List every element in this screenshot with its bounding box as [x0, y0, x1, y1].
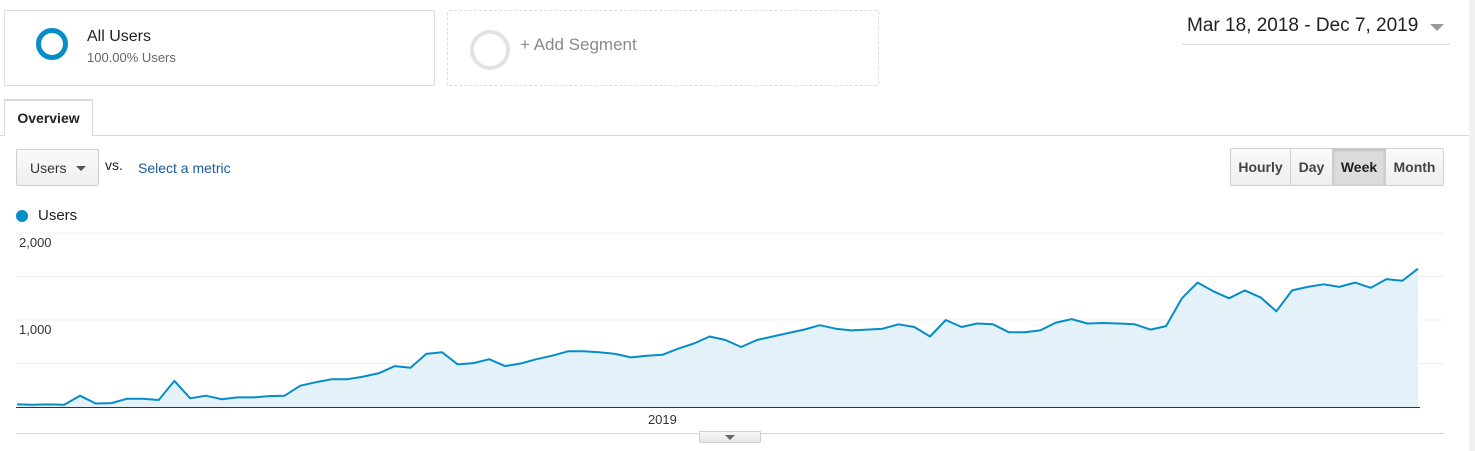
series-line [16, 267, 1419, 406]
expand-chart-handle[interactable] [699, 431, 761, 443]
hourly-button[interactable]: Hourly [1230, 148, 1291, 186]
y-tick-label: 2,000 [19, 235, 52, 250]
select-metric-link[interactable]: Select a metric [138, 160, 231, 176]
caret-down-icon [1430, 24, 1444, 31]
add-segment-button[interactable]: + Add Segment [447, 10, 879, 86]
date-range-picker[interactable]: Mar 18, 2018 - Dec 7, 2019 [1182, 10, 1450, 45]
month-button[interactable]: Month [1385, 148, 1444, 186]
segment-subtitle: 100.00% Users [87, 50, 176, 65]
tab-divider [0, 135, 1469, 136]
empty-segment-ring-icon [470, 30, 510, 70]
period-button-group: Hourly Day Week Month [1230, 148, 1444, 186]
scrollbar-track[interactable] [1469, 0, 1475, 451]
segment-all-users[interactable]: All Users 100.00% Users [4, 10, 435, 86]
series-area [17, 268, 1418, 407]
x-tick-label: 2019 [648, 412, 677, 427]
segment-ring-icon [36, 28, 68, 60]
metric-select-value: Users [30, 160, 67, 176]
vs-label: vs. [105, 157, 123, 173]
caret-down-icon [76, 166, 86, 171]
date-range-label: Mar 18, 2018 - Dec 7, 2019 [1187, 15, 1419, 36]
legend-marker [16, 210, 28, 222]
metric-select[interactable]: Users [16, 149, 99, 186]
day-button[interactable]: Day [1290, 148, 1333, 186]
segment-title: All Users [87, 28, 152, 45]
y-tick-label: 1,000 [19, 322, 52, 337]
tab-overview[interactable]: Overview [4, 99, 93, 136]
week-button[interactable]: Week [1332, 148, 1386, 186]
chevron-down-icon [725, 435, 735, 440]
legend-label[interactable]: Users [38, 207, 78, 224]
users-line-chart: 1,000 2,000 2019 [16, 232, 1444, 427]
add-segment-label: + Add Segment [520, 35, 637, 54]
